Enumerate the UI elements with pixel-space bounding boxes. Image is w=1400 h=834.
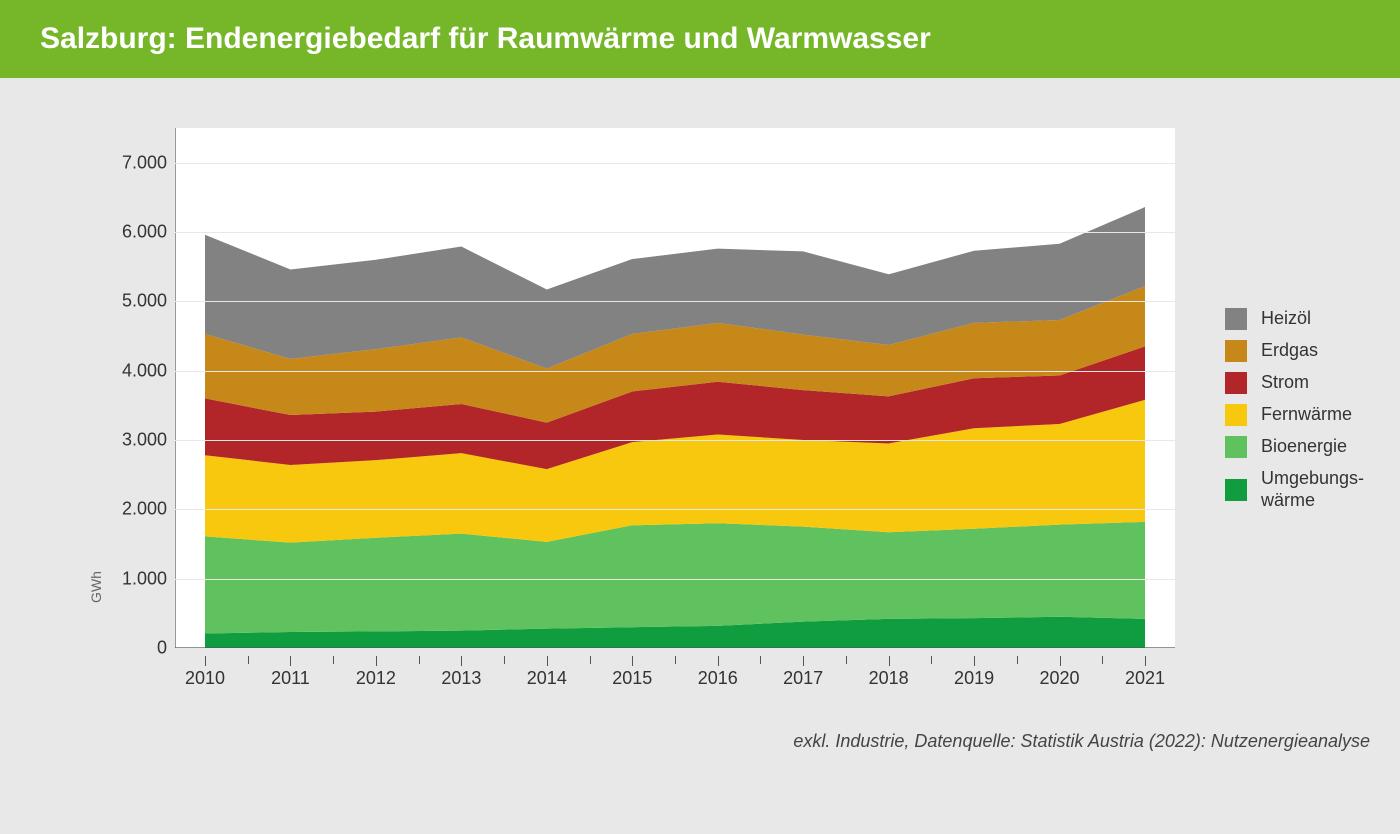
y-tick-label: 4.000 <box>122 360 167 381</box>
y-tick-label: 3.000 <box>122 430 167 451</box>
footnote-text: exkl. Industrie, Datenquelle: Statistik … <box>793 731 1370 751</box>
chart-title: Salzburg: Endenergiebedarf für Raumwärme… <box>40 22 931 55</box>
y-tick-label: 2.000 <box>122 499 167 520</box>
plot-area <box>175 128 1175 648</box>
legend-item-Fernwärme: Fernwärme <box>1225 404 1364 426</box>
y-axis-label: GWh <box>88 571 104 603</box>
stacked-area-svg <box>175 128 1175 648</box>
x-tick-label: 2021 <box>1125 668 1165 689</box>
x-tick-label: 2019 <box>954 668 994 689</box>
legend-item-Bioenergie: Bioenergie <box>1225 436 1364 458</box>
legend-label: Bioenergie <box>1261 436 1347 458</box>
x-tick-label: 2013 <box>441 668 481 689</box>
legend-swatch <box>1225 308 1247 330</box>
legend-label: Umgebungs-wärme <box>1261 468 1364 511</box>
y-tick-label: 5.000 <box>122 291 167 312</box>
legend-label: Fernwärme <box>1261 404 1352 426</box>
chart-footnote: exkl. Industrie, Datenquelle: Statistik … <box>0 711 1400 752</box>
x-tick-label: 2018 <box>869 668 909 689</box>
x-axis: 2010 2011 2012 2013 2014 2015 2016 2017 2018 2019… <box>175 656 1175 701</box>
y-axis: 01.0002.0003.0004.0005.0006.0007.000 <box>110 128 175 648</box>
legend-item-Erdgas: Erdgas <box>1225 340 1364 362</box>
x-tick-label: 2020 <box>1040 668 1080 689</box>
x-tick-label: 2011 <box>271 668 310 689</box>
y-tick-label: 1.000 <box>122 568 167 589</box>
legend-swatch <box>1225 436 1247 458</box>
y-tick-label: 7.000 <box>122 152 167 173</box>
legend: Heizöl Erdgas Strom Fernwärme Bioenergie Umge… <box>1225 308 1364 521</box>
legend-swatch <box>1225 340 1247 362</box>
legend-label: Erdgas <box>1261 340 1318 362</box>
legend-item-Heizöl: Heizöl <box>1225 308 1364 330</box>
y-tick-label: 6.000 <box>122 222 167 243</box>
legend-swatch <box>1225 404 1247 426</box>
chart-container: GWh 0 1.000 2.000 3.000 4.000 5.000 6.000 7.000… <box>0 78 1400 711</box>
x-tick-label: 2012 <box>356 668 396 689</box>
legend-label: Heizöl <box>1261 308 1311 330</box>
x-tick-label: 2017 <box>783 668 823 689</box>
chart-header: Salzburg: Endenergiebedarf für Raumwärme… <box>0 0 1400 78</box>
legend-item-Umgebungswärme: Umgebungs-wärme <box>1225 468 1364 511</box>
legend-item-Strom: Strom <box>1225 372 1364 394</box>
x-tick-label: 2016 <box>698 668 738 689</box>
legend-label: Strom <box>1261 372 1309 394</box>
x-tick-label: 2014 <box>527 668 567 689</box>
y-tick-label: 0 <box>157 638 167 659</box>
x-tick-label: 2015 <box>612 668 652 689</box>
legend-swatch <box>1225 372 1247 394</box>
x-tick-label: 2010 <box>185 668 225 689</box>
legend-swatch <box>1225 479 1247 501</box>
